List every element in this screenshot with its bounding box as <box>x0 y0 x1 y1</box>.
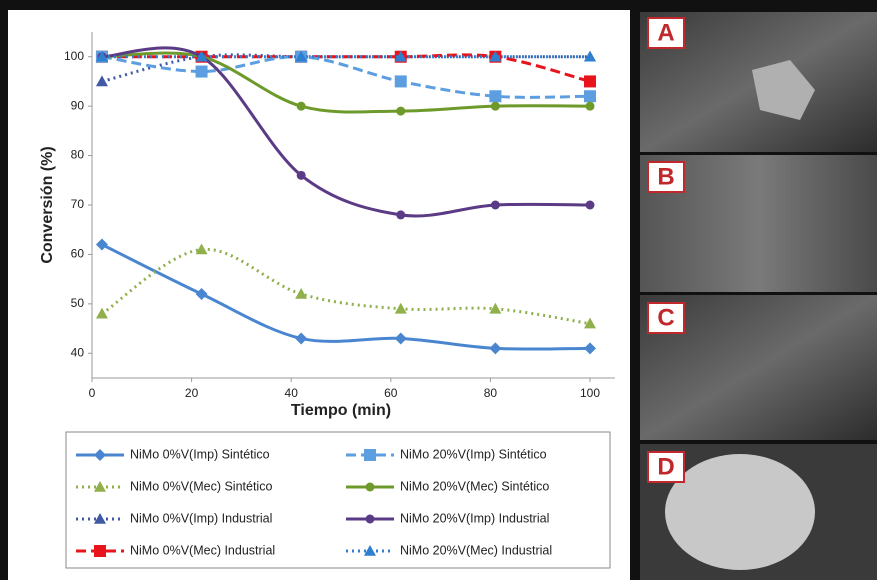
y-tick-label: 100 <box>64 49 84 63</box>
x-tick-label: 60 <box>384 386 398 400</box>
y-tick-label: 50 <box>71 296 85 310</box>
legend-marker <box>366 515 375 524</box>
legend-text: NiMo 20%V(Mec) Industrial <box>400 543 552 557</box>
legend-marker <box>94 545 106 557</box>
data-point <box>395 75 407 87</box>
y-tick-label: 40 <box>71 345 85 359</box>
legend-text: NiMo 20%V(Imp) Industrial <box>400 511 549 525</box>
legend-marker <box>364 449 376 461</box>
panel-label: B <box>657 163 674 190</box>
data-point <box>396 210 405 219</box>
legend-marker <box>366 483 375 492</box>
y-axis-title: Conversión (%) <box>39 146 56 263</box>
x-tick-label: 40 <box>285 386 299 400</box>
data-point <box>586 102 595 111</box>
legend-text: NiMo 20%V(Imp) Sintético <box>400 447 547 461</box>
data-point <box>584 75 596 87</box>
panel-label: D <box>657 453 674 480</box>
data-point <box>297 171 306 180</box>
x-axis-title: Tiempo (min) <box>291 402 391 419</box>
y-tick-label: 90 <box>71 98 85 112</box>
data-point <box>396 107 405 116</box>
data-point <box>491 201 500 210</box>
data-point <box>196 66 208 78</box>
panel-label: C <box>657 304 674 331</box>
legend-text: NiMo 20%V(Mec) Sintético <box>400 479 549 493</box>
data-point <box>491 102 500 111</box>
y-tick-label: 70 <box>71 197 85 211</box>
figure: 40 50 60 70 80 90 100 0 20 40 60 80 100 Tiempo (min) C… <box>0 0 877 580</box>
y-tick-label: 80 <box>71 148 85 162</box>
legend-text: NiMo 0%V(Imp) Sintético <box>130 447 270 461</box>
panel-label: A <box>657 19 674 46</box>
legend-item: NiMo 0%V(Mec) Industrial <box>76 543 275 557</box>
x-tick-label: 80 <box>484 386 498 400</box>
y-tick-label: 60 <box>71 247 85 261</box>
x-tick-label: 100 <box>580 386 600 400</box>
x-tick-label: 20 <box>185 386 199 400</box>
legend-text: NiMo 0%V(Mec) Industrial <box>130 543 275 557</box>
chart: 40 50 60 70 80 90 100 0 20 40 60 80 100 Tiempo (min) C… <box>0 0 877 580</box>
data-point <box>584 90 596 102</box>
legend-text: NiMo 0%V(Imp) Industrial <box>130 511 272 525</box>
particle <box>665 454 815 570</box>
data-point <box>489 90 501 102</box>
data-point <box>297 102 306 111</box>
image-panels <box>640 12 877 580</box>
data-point <box>586 201 595 210</box>
x-tick-label: 0 <box>89 386 96 400</box>
legend-text: NiMo 0%V(Mec) Sintético <box>130 479 272 493</box>
